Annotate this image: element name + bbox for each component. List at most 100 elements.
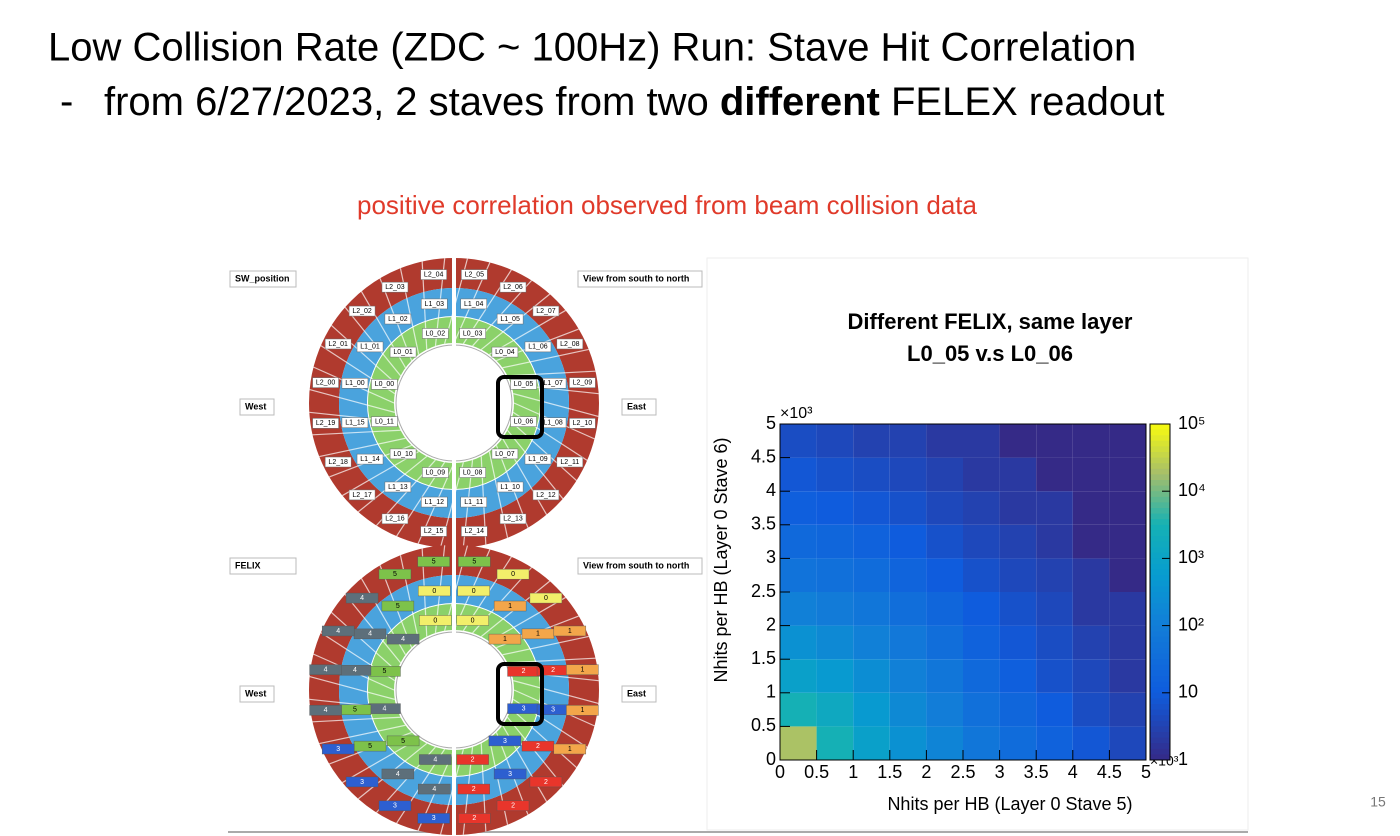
heat-cell [1109,726,1146,760]
heat-cell [1109,524,1146,559]
heat-cell [853,424,890,458]
felix-number: 5 [396,603,400,610]
colorbar-frame [1149,423,1171,761]
stave-label: L0_03 [463,330,483,337]
stave-label: L1_02 [388,316,408,323]
colorbar-step [1150,468,1170,475]
felix-number: 2 [522,668,526,675]
stave-label: L0_09 [426,469,446,476]
colorbar-step [1150,603,1170,610]
stave-spoke [331,325,398,385]
heat-cell [1109,558,1146,592]
colorbar-step [1150,592,1170,599]
colorbar-step [1150,502,1170,509]
colorbar-step [1150,726,1170,733]
view-label: View from south to north [583,273,689,283]
stave-label: L1_12 [425,499,445,506]
z-tick-label: 10² [1178,614,1204,634]
felix-number: 2 [472,815,476,822]
colorbar-step [1150,732,1170,739]
east-label: East [627,688,646,698]
heat-cell [926,491,963,525]
felix-box [458,556,491,567]
x-tick-label: 0.5 [804,762,829,782]
heat-cell [1109,659,1146,693]
stave-label: L2_11 [560,459,579,466]
y-tick-label: 2 [766,614,776,634]
stave-label: L2_12 [536,492,556,499]
heat-cell [1109,592,1146,626]
colorbar-step [1150,704,1170,711]
x-axis-title: Nhits per HB (Layer 0 Stave 5) [887,794,1132,814]
heat-cell [853,726,890,760]
heat-cell [1036,457,1073,492]
heat-cell [999,491,1037,525]
felix-number: 3 [360,779,364,786]
heat-cell [780,625,817,660]
colorbar-step [1150,474,1170,481]
z-tick-label: 1 [1178,749,1188,769]
felix-number: 5 [432,558,436,565]
colorbar-step [1150,558,1170,565]
diagram-label-box [229,270,297,288]
felix-box [553,743,587,755]
heat-cell [1036,524,1073,559]
x-tick-label: 2.5 [950,762,975,782]
felix-box [457,783,490,795]
stave-label-box [420,526,447,537]
colorbar-step [1150,631,1170,638]
stave-label: L1_04 [464,301,484,308]
heat-cell [853,524,890,559]
colorbar-step [1150,715,1170,722]
highlight-box [496,662,544,726]
felix-number: 0 [511,571,515,578]
colorbar-step [1150,446,1170,453]
stave-spoke [319,724,406,745]
felix-number: 2 [471,756,475,763]
colorbar-step [1150,586,1170,593]
heat-cell [999,457,1037,492]
x-tick-label: 1 [848,762,858,782]
heat-cell [999,592,1037,626]
stave-label-box [348,489,376,501]
colorbar-step [1150,485,1170,492]
stave-label-box [356,341,384,353]
heat-cell [816,558,854,592]
stave-label: L2_14 [465,528,485,535]
felix-number: 3 [503,738,507,745]
colorbar-step [1150,614,1170,621]
colorbar-step [1150,681,1170,688]
felix-box [418,783,451,795]
heat-cell [816,491,854,525]
stave-label: L0_11 [375,418,394,425]
stave-label: L0_00 [375,381,395,388]
stave-label: L2_06 [503,284,523,291]
heat-cell [816,524,854,559]
heat-cell [963,524,1000,559]
stave-label: L2_05 [465,271,485,278]
stave-label-box [510,416,537,427]
page-number: 15 [1370,794,1386,810]
felix-number: 4 [401,636,405,643]
stave-label: L2_01 [328,341,348,348]
felix-number: 5 [401,738,405,745]
heat-cell [816,625,854,660]
felix-number: 0 [471,617,475,624]
x-tick-label: 4.5 [1097,762,1122,782]
colorbar-step [1150,620,1170,627]
heat-cell [1036,625,1073,660]
stave-spoke [309,675,395,700]
y-tick-label: 2.5 [751,581,776,601]
felix-number: 3 [336,746,340,753]
heat-cell [1109,457,1146,492]
colorbar-step [1150,564,1170,571]
stave-label-box [381,513,409,525]
z-tick-label: 10 [1178,682,1198,702]
felix-box [493,768,527,780]
heat-cell [780,659,817,693]
felix-box [529,776,563,788]
chart-title: Different FELIX, same layer [848,309,1133,334]
subtitle-bold: different [720,80,880,124]
heat-cell [780,524,817,559]
stave-spoke [507,370,596,377]
